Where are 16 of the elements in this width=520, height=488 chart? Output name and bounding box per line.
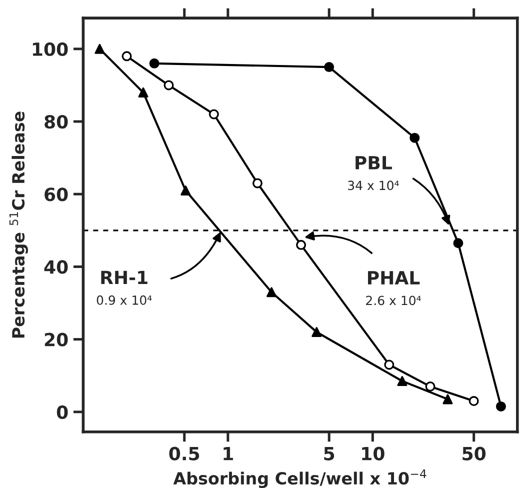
y-tick-label: 100 <box>32 42 68 56</box>
y-tick-label: 80 <box>44 114 68 129</box>
y-tick-label: 0 <box>56 405 68 420</box>
y-tick-label: 20 <box>44 332 68 346</box>
x-tick-label: 0.5 <box>169 446 200 460</box>
x-tick-label: 1 <box>224 447 233 460</box>
x-axis-title: Absorbing Cells/well x 10$^{−4}$ <box>173 469 426 488</box>
y-tick-label: 40 <box>44 260 68 274</box>
x-tick-label: 50 <box>462 446 486 460</box>
y-tick-label: 60 <box>44 188 68 202</box>
x-tick-label: 5 <box>324 447 334 460</box>
annotation: PHAL 2.6 x 10⁴ <box>366 271 421 306</box>
annotation: PBL 34 x 10⁴ <box>348 156 399 190</box>
y-axis-title: Percentage $^{51}$Cr Release <box>9 112 28 338</box>
x-tick-label: 10 <box>362 446 384 460</box>
annotation: RH-1 0.9 x 10⁴ <box>96 270 152 305</box>
